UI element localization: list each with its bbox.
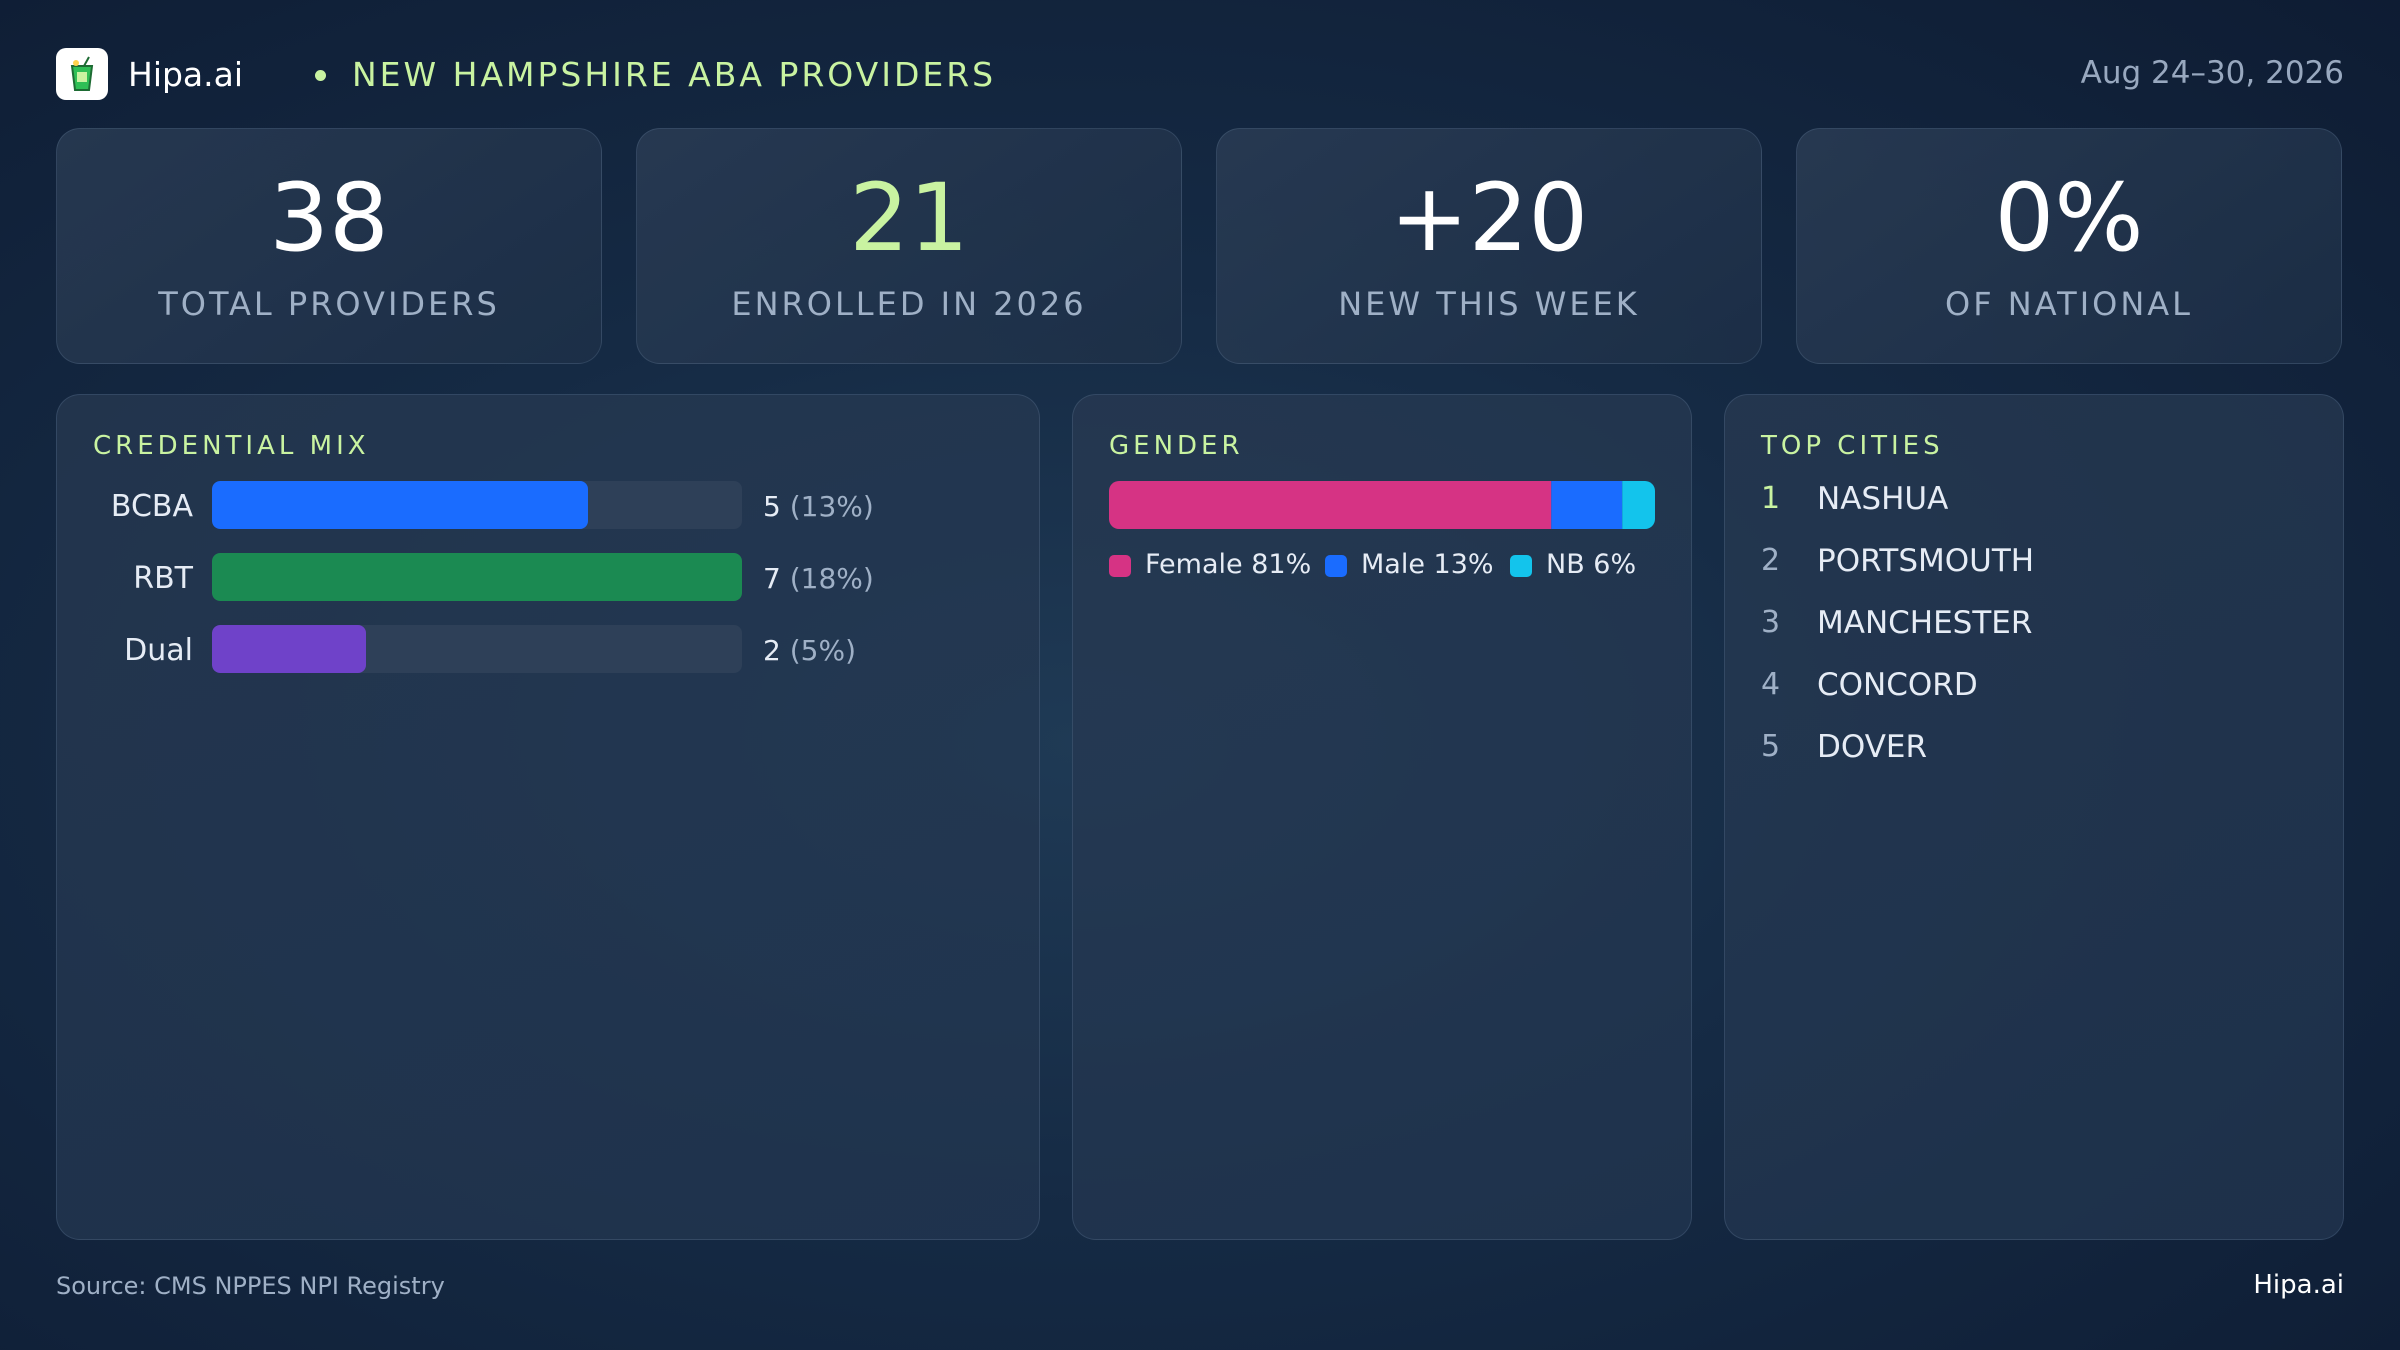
date-range: Aug 24–30, 2026: [2080, 55, 2344, 91]
panel-title: GENDER: [1109, 431, 1244, 461]
gender-bar-svg: [1109, 481, 1655, 529]
legend-swatch: [1510, 555, 1532, 577]
kpi-value: 21: [849, 164, 969, 273]
city-rank: 2: [1761, 543, 1781, 578]
gender-segment-1: [1551, 481, 1623, 529]
credential-bar-fill: [212, 625, 366, 673]
kpi-label: ENROLLED IN 2026: [731, 285, 1087, 323]
credential-count: 2: [763, 634, 781, 667]
city-name: MANCHESTER: [1817, 605, 2033, 641]
city-name: NASHUA: [1817, 481, 1949, 517]
credential-mix-panel: CREDENTIAL MIX BCBA 5 (13%) RBT 7 (18%) …: [56, 394, 1040, 1240]
gender-segment-0: [1109, 481, 1552, 529]
gender-panel: GENDER Female 81% Male 13% NB 6%: [1072, 394, 1692, 1240]
source-note: Source: CMS NPPES NPI Registry: [56, 1272, 445, 1300]
kpi-label: OF NATIONAL: [1945, 285, 2193, 323]
credential-bar-fill: [212, 553, 742, 601]
footer-brand: Hipa.ai: [2253, 1270, 2344, 1300]
city-rank: 1: [1761, 481, 1781, 516]
legend-label: NB 6%: [1546, 549, 1637, 580]
header: Hipa.ai NEW HAMPSHIRE ABA PROVIDERS Aug …: [56, 46, 2344, 102]
panel-title: CREDENTIAL MIX: [93, 431, 370, 461]
credential-label: Dual: [124, 633, 193, 668]
credential-value: 2 (5%): [763, 634, 856, 667]
city-name: PORTSMOUTH: [1817, 543, 2035, 579]
kpi-card-of-national: 0% OF NATIONAL: [1796, 128, 2342, 364]
city-rank: 5: [1761, 729, 1781, 764]
drink-cup-icon: [70, 56, 94, 91]
gender-segment-2: [1622, 481, 1655, 529]
gender-stacked-bar: [1109, 481, 1655, 529]
credential-percent: (13%): [789, 490, 874, 523]
kpi-label: TOTAL PROVIDERS: [158, 285, 500, 323]
credential-label: RBT: [133, 561, 193, 596]
credential-percent: (18%): [789, 562, 874, 595]
legend-label: Male 13%: [1361, 549, 1494, 580]
kpi-value: 38: [269, 164, 389, 273]
credential-count: 7: [763, 562, 781, 595]
panel-title: TOP CITIES: [1761, 431, 1944, 461]
credential-label: BCBA: [110, 489, 193, 524]
city-rank: 3: [1761, 605, 1781, 640]
city-name: CONCORD: [1817, 667, 1978, 703]
kpi-card-total-providers: 38 TOTAL PROVIDERS: [56, 128, 602, 364]
kpi-label: NEW THIS WEEK: [1338, 285, 1640, 323]
page-title: NEW HAMPSHIRE ABA PROVIDERS: [352, 55, 997, 94]
credential-value: 7 (18%): [763, 562, 874, 595]
credential-count: 5: [763, 490, 781, 523]
city-rank: 4: [1761, 667, 1781, 702]
kpi-value: 0%: [1994, 164, 2144, 273]
credential-percent: (5%): [789, 634, 857, 667]
legend-swatch: [1109, 555, 1131, 577]
kpi-card-enrolled-2026: 21 ENROLLED IN 2026: [636, 128, 1182, 364]
kpi-card-new-this-week: +20 NEW THIS WEEK: [1216, 128, 1762, 364]
credential-bar-track: [212, 553, 742, 601]
legend-label: Female 81%: [1145, 549, 1312, 580]
title-separator-dot: [315, 70, 326, 81]
kpi-value: +20: [1389, 164, 1589, 273]
credential-bar-track: [212, 625, 742, 673]
top-cities-panel: TOP CITIES 1 NASHUA 2 PORTSMOUTH 3 MANCH…: [1724, 394, 2344, 1240]
city-name: DOVER: [1817, 729, 1928, 765]
credential-value: 5 (13%): [763, 490, 874, 523]
credential-bar-track: [212, 481, 742, 529]
brand-name: Hipa.ai: [128, 55, 244, 94]
hipa-logo[interactable]: [56, 48, 108, 100]
legend-swatch: [1325, 555, 1347, 577]
credential-bar-fill: [212, 481, 589, 529]
